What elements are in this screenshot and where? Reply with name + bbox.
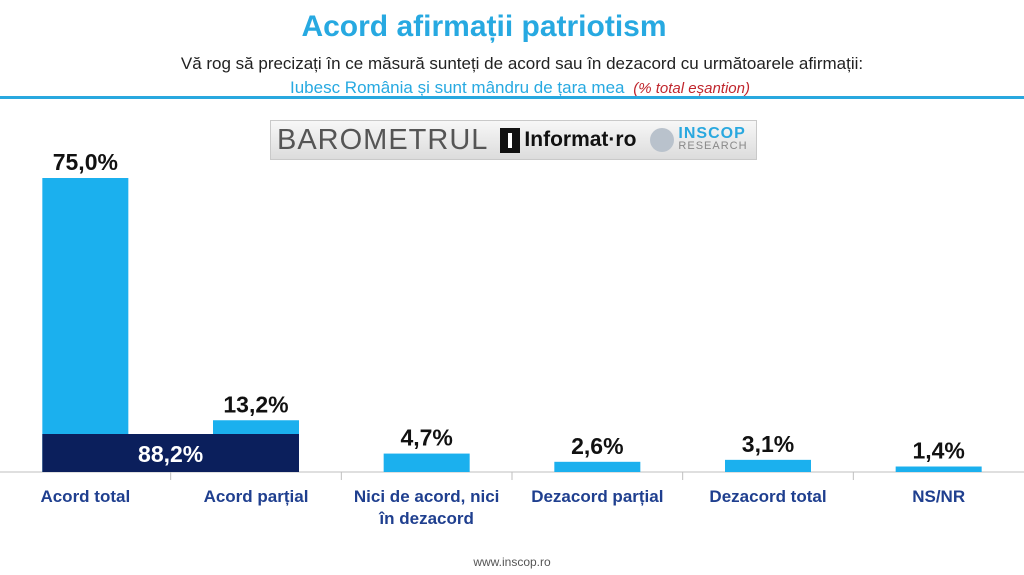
question-text: Vă rog să precizați în ce măsură sunteți… xyxy=(180,54,864,73)
value-label-2: 13,2% xyxy=(223,391,288,417)
statement-line: Iubesc România și sunt mândru de țara me… xyxy=(0,78,1024,98)
inscop-logo: INSCOP RESEARCH xyxy=(678,125,748,153)
informat-logo-icon xyxy=(500,127,521,153)
bar-1 xyxy=(42,178,129,472)
value-label-6: 1,4% xyxy=(912,438,964,464)
research-logo-text: RESEARCH xyxy=(678,140,748,152)
value-label-1: 75,0% xyxy=(53,149,118,175)
informat-logo-text: Informat·ro xyxy=(524,128,637,151)
combined-agreement-label: 88,2% xyxy=(138,441,203,467)
category-label-6: NS/NR xyxy=(912,487,965,506)
header-divider xyxy=(0,96,1024,99)
value-label-4: 2,6% xyxy=(571,433,623,459)
combined-agreement-bar xyxy=(42,434,299,472)
sample-note: (% total eșantion) xyxy=(633,80,750,97)
category-label-5: Dezacord total xyxy=(709,487,826,506)
bar-4 xyxy=(554,461,641,472)
value-label-3: 4,7% xyxy=(400,425,452,451)
bar-6 xyxy=(895,466,982,472)
bar-3 xyxy=(383,453,470,472)
inscop-logo-text: INSCOP xyxy=(678,125,746,142)
bar-5 xyxy=(725,459,811,472)
category-label-4: Dezacord parțial xyxy=(531,487,663,506)
footer-url[interactable]: www.inscop.ro xyxy=(473,555,551,569)
inscop-logo-icon xyxy=(650,128,675,152)
barometrul-logo-text: BAROMETRUL xyxy=(277,123,489,156)
chart-title: Acord afirmații patriotism xyxy=(301,10,667,43)
category-label-2: Acord parțial xyxy=(204,487,309,506)
value-label-5: 3,1% xyxy=(742,431,794,457)
barometru-logo-banner: BAROMETRUL Informat·ro INSCOP RESEARCH xyxy=(270,120,757,160)
category-label-3: Nici de acord, nici în dezacord xyxy=(354,487,500,528)
statement-text: Iubesc România și sunt mândru de țara me… xyxy=(290,78,625,97)
category-label-1: Acord total xyxy=(40,487,130,506)
